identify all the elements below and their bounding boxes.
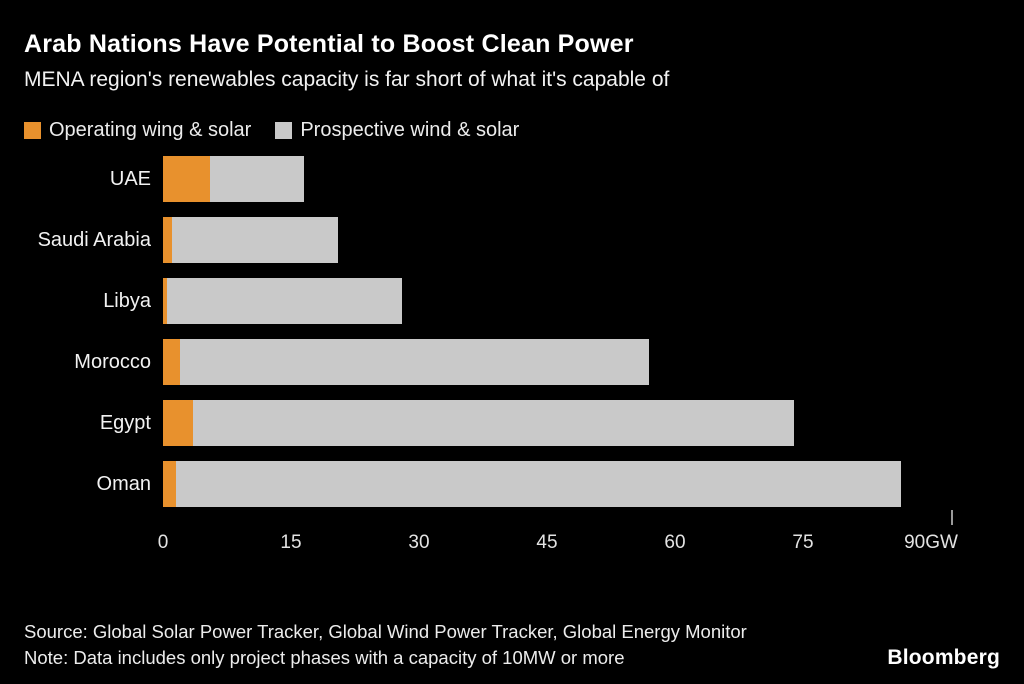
bar-row: Saudi Arabia — [24, 217, 931, 263]
bar-segment-operating — [163, 400, 193, 446]
bar-segment-operating — [163, 156, 210, 202]
legend-item-operating-wind-solar: Operating wing & solar — [24, 119, 251, 142]
legend-label: Prospective wind & solar — [300, 119, 520, 141]
x-tick-label: 60 — [664, 532, 686, 553]
source-text: Source: Global Solar Power Tracker, Glob… — [24, 620, 747, 642]
chart-title: Arab Nations Have Potential to Boost Cle… — [24, 30, 634, 58]
chart-header: Arab Nations Have Potential to Boost Cle… — [24, 30, 1000, 92]
legend-label: Operating wing & solar — [49, 119, 252, 141]
bar-row: Morocco — [24, 339, 931, 385]
bar-track — [163, 156, 931, 202]
bar-track — [163, 278, 931, 324]
x-tick-label: 0 — [157, 532, 169, 553]
bar-row: Libya — [24, 278, 931, 324]
bar-segment-operating — [163, 278, 168, 324]
category-label: Egypt — [99, 411, 151, 434]
axis-end-tick-icon — [951, 510, 953, 525]
category-label: Libya — [103, 289, 151, 312]
x-tick-label: 15 — [280, 532, 302, 553]
chart-legend: Operating wing & solar Prospective wind &… — [24, 119, 519, 142]
category-label: Saudi Arabia — [37, 228, 151, 251]
chart-subtitle: MENA region's renewables capacity is far… — [24, 68, 670, 91]
legend-swatch-icon — [275, 122, 293, 139]
category-label: Oman — [96, 472, 151, 495]
x-tick-label: 30 — [408, 532, 430, 553]
bar-row: UAE — [24, 156, 931, 202]
bar-segment-operating — [163, 217, 172, 263]
legend-swatch-icon — [24, 122, 41, 139]
bar-segment-prospective — [209, 156, 304, 202]
bar-chart: UAE Saudi Arabia Libya Morocco Egypt Oman 0 15… — [24, 156, 958, 556]
bar-segment-prospective — [171, 217, 338, 263]
x-tick-label: 90GW — [904, 532, 958, 553]
bar-row: Oman — [24, 461, 931, 507]
bloomberg-logo: Bloomberg — [887, 646, 1000, 669]
category-label: UAE — [109, 167, 151, 190]
bar-track — [163, 461, 931, 507]
bar-track — [163, 400, 931, 446]
x-axis: 0 15 30 45 60 75 90GW — [158, 510, 958, 556]
bar-track — [163, 217, 931, 263]
bar-segment-operating — [163, 339, 181, 385]
bar-track — [163, 339, 931, 385]
bar-rows: UAE Saudi Arabia Libya Morocco Egypt Oman — [24, 156, 931, 507]
chart-footer: Source: Global Solar Power Tracker, Glob… — [24, 620, 1000, 670]
bar-segment-prospective — [180, 339, 650, 385]
x-tick-label: 75 — [792, 532, 814, 553]
bar-segment-prospective — [167, 278, 402, 324]
category-label: Morocco — [74, 350, 151, 373]
footer-text-block: Source: Global Solar Power Tracker, Glob… — [24, 620, 747, 670]
legend-item-prospective-wind-solar: Prospective wind & solar — [275, 119, 519, 142]
x-tick-label: 45 — [536, 532, 558, 553]
note-text: Note: Data includes only project phases … — [24, 646, 625, 668]
bar-row: Egypt — [24, 400, 931, 446]
bar-segment-operating — [163, 461, 176, 507]
bar-segment-prospective — [175, 461, 902, 507]
bar-segment-prospective — [192, 400, 795, 446]
